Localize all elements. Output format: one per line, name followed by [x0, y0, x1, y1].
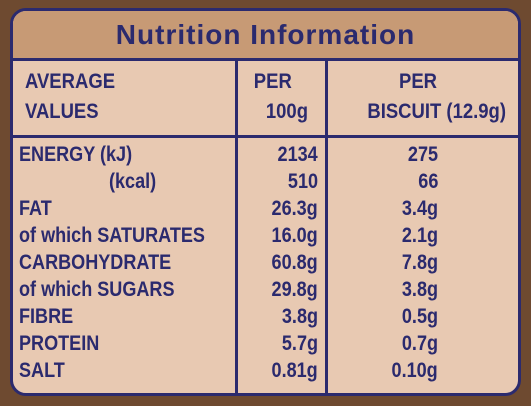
- table-row: PROTEIN 5.7g 0.7g: [13, 330, 518, 357]
- table-row: ENERGY (kJ) 2134 275: [13, 141, 518, 168]
- header-divider: [13, 135, 518, 138]
- row-per-biscuit: 275: [407, 143, 438, 166]
- row-per-100g: 29.8g: [271, 278, 318, 301]
- header-per-biscuit: PER BISCUIT (12.9g): [330, 67, 506, 127]
- row-per-100g: 0.81g: [271, 359, 318, 382]
- row-per-100g: 2134: [277, 143, 318, 166]
- row-per-biscuit: 0.10g: [391, 359, 438, 382]
- row-label: PROTEIN: [19, 332, 100, 355]
- page-title: Nutrition Information: [115, 18, 416, 50]
- table-row: (kcal) 510 66: [13, 168, 518, 195]
- row-per-100g: 5.7g: [281, 332, 318, 355]
- table-row: of which SATURATES 16.0g 2.1g: [13, 222, 518, 249]
- row-per-biscuit: 0.5g: [401, 305, 438, 328]
- row-label: SALT: [19, 359, 65, 382]
- header-per100-line2: 100g: [265, 100, 308, 123]
- row-label: CARBOHYDRATE: [19, 251, 172, 274]
- row-label: (kcal): [109, 170, 157, 193]
- row-per-biscuit: 66: [417, 170, 438, 193]
- header-values-line1: AVERAGE: [25, 70, 116, 93]
- row-label: of which SATURATES: [19, 224, 205, 247]
- table-row: CARBOHYDRATE 60.8g 7.8g: [13, 249, 518, 276]
- row-per-biscuit: 3.8g: [401, 278, 438, 301]
- row-per-100g: 510: [287, 170, 318, 193]
- header-per-100g: PER 100g: [238, 67, 308, 127]
- column-divider: [325, 61, 328, 393]
- row-per-100g: 26.3g: [271, 197, 318, 220]
- row-per-biscuit: 0.7g: [401, 332, 438, 355]
- row-label: of which SUGARS: [19, 278, 175, 301]
- table-row: of which SUGARS 29.8g 3.8g: [13, 276, 518, 303]
- table-row: FIBRE 3.8g 0.5g: [13, 303, 518, 330]
- row-per-biscuit: 7.8g: [401, 251, 438, 274]
- row-per-biscuit: 3.4g: [401, 197, 438, 220]
- title-bar: Nutrition Information: [13, 11, 518, 61]
- row-per-biscuit: 2.1g: [401, 224, 438, 247]
- row-label: FIBRE: [19, 305, 74, 328]
- row-per-100g: 16.0g: [271, 224, 318, 247]
- table-row: FAT 26.3g 3.4g: [13, 195, 518, 222]
- header-perbiscuit-line1: PER: [398, 70, 438, 93]
- row-per-100g: 60.8g: [271, 251, 318, 274]
- column-divider: [235, 61, 238, 393]
- row-per-100g: 3.8g: [281, 305, 318, 328]
- header-values-line2: VALUES: [25, 100, 99, 123]
- row-label: FAT: [19, 197, 52, 220]
- header-values: AVERAGE VALUES: [25, 67, 115, 127]
- row-label: ENERGY (kJ): [19, 143, 133, 166]
- nutrition-table: AVERAGE VALUES PER 100g PER BISCUIT (12.…: [13, 61, 518, 393]
- header-per100-line1: PER: [253, 70, 292, 93]
- nutrition-panel: Nutrition Information AVERAGE VALUES PER…: [10, 8, 521, 396]
- header-perbiscuit-line2: BISCUIT (12.9g): [367, 100, 506, 123]
- table-row: SALT 0.81g 0.10g: [13, 357, 518, 384]
